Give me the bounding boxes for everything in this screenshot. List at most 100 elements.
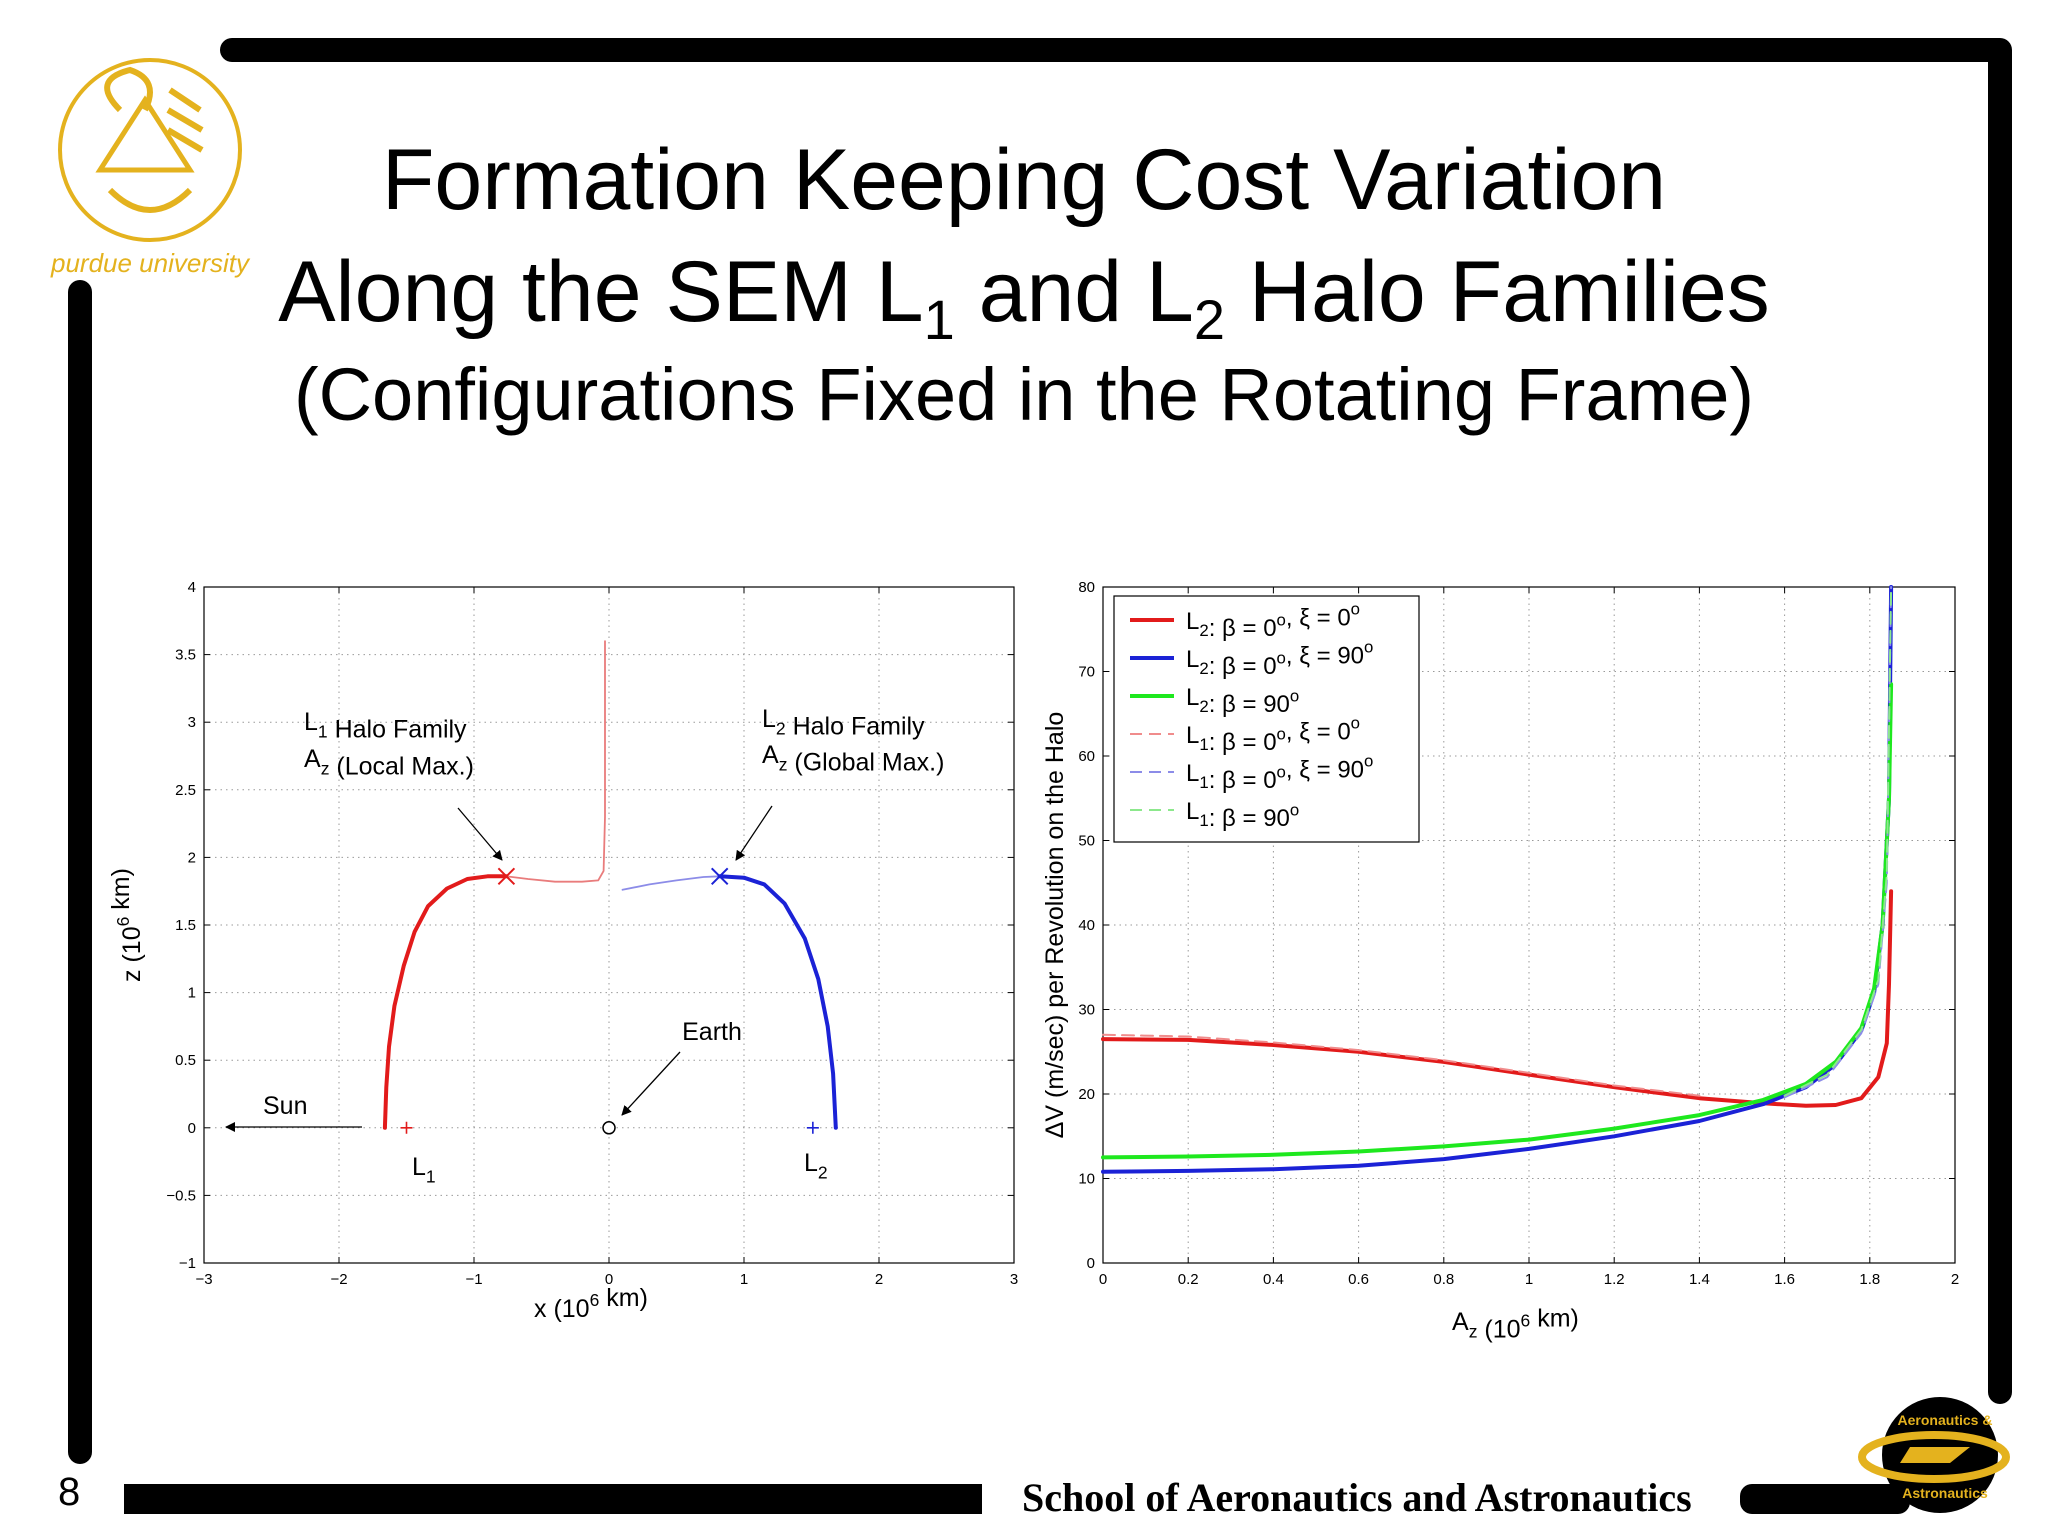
- slide-title-line1: Formation Keeping Cost Variation: [381, 132, 1667, 228]
- earth-arrow: [621, 1051, 681, 1116]
- aeronautics-logo-text-top: Aeronautics &: [1898, 1412, 1993, 1428]
- y-tick-label: 0.5: [175, 1052, 196, 1069]
- text-part: , ξ = 0: [1286, 718, 1351, 745]
- text-part: Halo Family: [328, 716, 467, 744]
- text-part: (Local Max.): [329, 753, 473, 781]
- orbit-series-line: [382, 874, 509, 1130]
- aeronautics-logo: [1858, 1397, 2010, 1513]
- text-part: L: [304, 708, 318, 736]
- subscript: 2: [1199, 659, 1208, 678]
- text-part: , ξ = 0: [1286, 604, 1351, 631]
- orbit-series-line: [717, 874, 838, 1130]
- superscript: o: [1290, 800, 1299, 819]
- superscript: o: [1277, 724, 1286, 743]
- y-tick-label: 30: [1078, 1002, 1095, 1019]
- text-part: z (10: [118, 926, 146, 982]
- superscript: o: [1277, 762, 1286, 781]
- y-tick-label: −0.5: [166, 1187, 196, 1204]
- delta-v-series-line: [1783, 586, 1893, 1097]
- x-tick-label: 1.8: [1859, 1271, 1880, 1288]
- text-part: : β = 90: [1209, 691, 1290, 718]
- x-tick-label: 2: [1951, 1271, 1959, 1288]
- y-tick-label: 0: [188, 1120, 196, 1137]
- subscript: z: [1469, 1322, 1478, 1342]
- y-tick-label: 10: [1078, 1171, 1095, 1188]
- footer-bar-right: [1740, 1484, 1910, 1514]
- subscript: 2: [1199, 697, 1208, 716]
- y-tick-label: 2.5: [175, 782, 196, 799]
- text-part: : β = 0: [1209, 653, 1277, 680]
- purdue-logo-text: purdue university: [50, 248, 251, 278]
- text-part: L: [762, 705, 776, 733]
- orbit-series-line: [621, 875, 721, 891]
- text-part: km): [599, 1284, 648, 1312]
- l2-label: L2: [804, 1149, 828, 1183]
- superscript: 6: [113, 917, 133, 927]
- x-axis-label: x (106 km): [534, 1284, 648, 1323]
- legend-entry: L1: β = 0o, ξ = 0o: [1186, 714, 1360, 757]
- subscript: 2: [1199, 621, 1208, 640]
- legend-box: [1113, 595, 1420, 843]
- x-tick-label: 0.4: [1263, 1271, 1284, 1288]
- y-tick-label: 40: [1078, 917, 1095, 934]
- x-tick-label: −3: [195, 1271, 212, 1288]
- text-part: : β = 0: [1209, 767, 1277, 794]
- legend-entry: L2: β = 90o: [1186, 684, 1299, 718]
- max-amplitude-marker: [497, 867, 516, 886]
- text-part: km): [1530, 1304, 1579, 1332]
- title-part: Halo Families: [1225, 244, 1770, 340]
- y-tick-label: 60: [1078, 748, 1095, 765]
- earth-label: Earth: [682, 1018, 742, 1046]
- text-part: L: [1186, 646, 1199, 673]
- y-tick-label: 4: [188, 579, 196, 596]
- delta-v-series-line: [1101, 682, 1894, 1160]
- superscript: 6: [1521, 1310, 1531, 1330]
- subscript: z: [779, 755, 788, 775]
- x-tick-label: −2: [330, 1271, 347, 1288]
- x-tick-label: 1.6: [1774, 1271, 1795, 1288]
- sun-label: Sun: [263, 1092, 307, 1120]
- text-part: L: [1186, 760, 1199, 787]
- subscript: 1: [1199, 735, 1208, 754]
- page-number: 8: [58, 1470, 81, 1514]
- y-tick-label: 1: [188, 985, 196, 1002]
- text-part: : β = 90: [1209, 805, 1290, 832]
- title-subscript: 1: [923, 288, 955, 351]
- x-tick-label: 0.8: [1433, 1271, 1454, 1288]
- x-tick-label: 0: [1099, 1271, 1107, 1288]
- l2-family-label: L2 Halo Family: [762, 705, 925, 741]
- y-tick-label: 0: [1087, 1255, 1095, 1272]
- libration-point-marker: [806, 1121, 819, 1134]
- purdue-logo: [58, 58, 242, 242]
- delta-v-chart: 0 0.2 0.4 0.6 0.8 1 1.2 1.4 1.6 1.8 20102030405060…: [1041, 579, 1959, 1344]
- text-part: : β = 0: [1209, 615, 1277, 642]
- title-subscript: 2: [1193, 288, 1225, 351]
- text-part: L: [1186, 684, 1199, 711]
- text-part: L: [412, 1153, 426, 1181]
- orbit-series-line: [505, 640, 606, 883]
- x-tick-label: 0.2: [1178, 1271, 1199, 1288]
- aeronautics-logo-text-bottom: Astronautics: [1902, 1485, 1988, 1501]
- x-tick-label: −1: [465, 1271, 482, 1288]
- subscript: z: [321, 759, 330, 779]
- legend-entry: L2: β = 0o, ξ = 90o: [1186, 638, 1373, 681]
- l1-label: L1: [412, 1153, 436, 1187]
- footer-school-name: School of Aeronautics and Astronautics: [1022, 1475, 1692, 1520]
- text-part: L: [1186, 798, 1199, 825]
- subscript: 1: [426, 1167, 436, 1187]
- x-tick-label: 1.2: [1604, 1271, 1625, 1288]
- x-tick-label: 0.6: [1348, 1271, 1369, 1288]
- legend-entry: L1: β = 90o: [1186, 798, 1299, 832]
- text-part: x (10: [534, 1295, 590, 1323]
- l1-family-amplitude-label: Az (Local Max.): [304, 745, 474, 781]
- text-part: A: [762, 741, 779, 769]
- x-tick-label: 1.4: [1689, 1271, 1710, 1288]
- text-part: A: [304, 745, 321, 773]
- text-part: L: [804, 1149, 818, 1177]
- subscript: 2: [776, 719, 786, 739]
- text-part: , ξ = 90: [1286, 756, 1364, 783]
- y-tick-label: 70: [1078, 664, 1095, 681]
